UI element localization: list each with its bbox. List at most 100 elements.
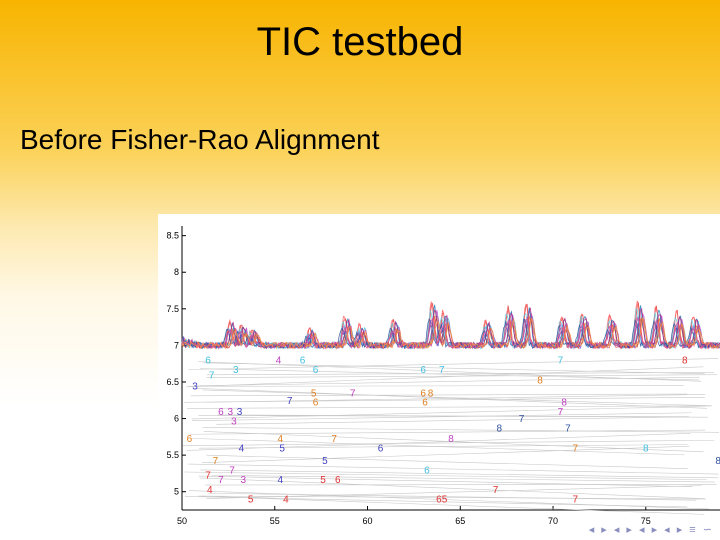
y-tick-label: 5.5: [166, 450, 179, 460]
marker-label: 6: [187, 434, 193, 445]
marker-label: 6: [378, 443, 384, 454]
marker-label: 5: [279, 443, 285, 454]
alignment-line: [206, 454, 688, 469]
alignment-line: [188, 490, 709, 510]
slide-heading: Before Fisher-Rao Alignment: [20, 124, 380, 155]
marker-label: 8: [428, 389, 434, 400]
marker-label: 6: [335, 475, 341, 486]
alignment-line: [186, 366, 704, 388]
marker-label: 4: [207, 485, 213, 496]
alignment-line: [188, 358, 719, 370]
marker-label: 7: [439, 365, 445, 376]
alignment-line: [192, 412, 692, 422]
marker-label: 7: [493, 485, 499, 496]
marker-label: 7: [205, 471, 211, 482]
alignment-line: [188, 463, 719, 475]
marker-label: 8: [496, 424, 502, 435]
marker-label: 3: [192, 381, 198, 392]
x-tick-label: 70: [548, 516, 558, 526]
marker-label: 4: [239, 443, 245, 454]
alignment-line: [198, 475, 693, 487]
alignment-line: [187, 405, 712, 409]
marker-label: 7: [350, 389, 356, 400]
alignment-line: [190, 393, 688, 397]
marker-label: 6: [313, 397, 319, 408]
marker-label: 3: [227, 407, 233, 418]
x-tick-label: 60: [363, 516, 373, 526]
alignment-line: [216, 416, 689, 425]
alignment-line: [203, 362, 705, 375]
marker-label: 7: [565, 424, 571, 435]
marker-label: 8: [682, 356, 688, 367]
marker-label: 8: [561, 397, 567, 408]
marker-label: 4: [278, 475, 284, 486]
marker-label: 6: [420, 389, 426, 400]
marker-label: 3: [233, 365, 239, 376]
x-tick-label: 65: [455, 516, 465, 526]
y-tick-label: 6: [174, 414, 179, 424]
marker-label: 3: [237, 407, 243, 418]
marker-label: 6: [422, 397, 428, 408]
marker-label: 8: [448, 434, 454, 445]
alignment-line: [184, 471, 707, 480]
marker-label: 4: [276, 356, 282, 367]
alignment-line: [201, 445, 690, 463]
marker-label: 7: [218, 475, 224, 486]
marker-label: 7: [209, 370, 215, 381]
y-tick-label: 8.5: [166, 231, 179, 241]
alignment-line: [182, 439, 715, 446]
alignment-line: [198, 361, 702, 382]
alignment-line: [183, 397, 705, 403]
marker-label: 6: [313, 365, 319, 376]
marker-label: 65: [436, 495, 448, 506]
alignment-line: [188, 385, 684, 387]
marker-label: 6: [218, 407, 224, 418]
marker-label: 5: [311, 389, 317, 400]
x-tick-label: 55: [270, 516, 280, 526]
marker-label: 3: [231, 416, 237, 427]
marker-label: 7: [558, 356, 564, 367]
alignment-line: [198, 415, 689, 417]
marker-label: 6: [420, 365, 426, 376]
series-line: [181, 316, 720, 350]
alignment-line: [202, 389, 708, 406]
marker-label: 7: [213, 456, 219, 467]
y-tick-label: 7: [174, 340, 179, 350]
alignment-line: [199, 477, 705, 500]
marker-label: 5: [248, 495, 254, 506]
y-tick-label: 5: [174, 487, 179, 497]
marker-label: 5: [322, 456, 328, 467]
alignment-line: [198, 444, 688, 449]
alignment-line: [189, 429, 706, 435]
y-tick-label: 8: [174, 267, 179, 277]
alignment-line: [202, 427, 720, 433]
marker-label: 7: [573, 495, 579, 506]
alignment-line: [197, 376, 700, 387]
alignment-line: [200, 469, 719, 479]
alignment-line: [204, 394, 706, 403]
marker-label: 4: [278, 434, 284, 445]
marker-label: 7: [331, 434, 337, 445]
x-tick-label: 50: [177, 516, 187, 526]
marker-label: 3: [240, 475, 246, 486]
marker-label: 8: [643, 443, 649, 454]
marker-label: 6: [205, 356, 211, 367]
alignment-line: [205, 483, 717, 486]
x-tick-label: 75: [641, 516, 651, 526]
alignment-line: [206, 372, 715, 376]
marker-label: 6: [300, 356, 306, 367]
marker-label: 8: [537, 375, 543, 386]
alignment-line: [211, 474, 715, 483]
slide-navigation[interactable]: ◂ ▸ ◂ ▸ ◂ ▸ ◂ ▸ ≡ ∽: [588, 524, 714, 536]
marker-label: 7: [558, 407, 564, 418]
y-tick-label: 6.5: [166, 377, 179, 387]
tic-plot: 5 5.5 6 6.5 7 7.5 8 8.5 50 55 60 65 70 75 6 7 3 3 4 6 6 6 3 3 3 7…: [158, 214, 720, 540]
alignment-line: [206, 485, 702, 499]
alignment-line: [201, 495, 705, 515]
marker-label: 7: [229, 465, 235, 476]
marker-label: 7: [573, 443, 579, 454]
marker-label: 5: [320, 475, 326, 486]
marker-label: 4: [283, 495, 289, 506]
alignment-line: [186, 433, 691, 451]
